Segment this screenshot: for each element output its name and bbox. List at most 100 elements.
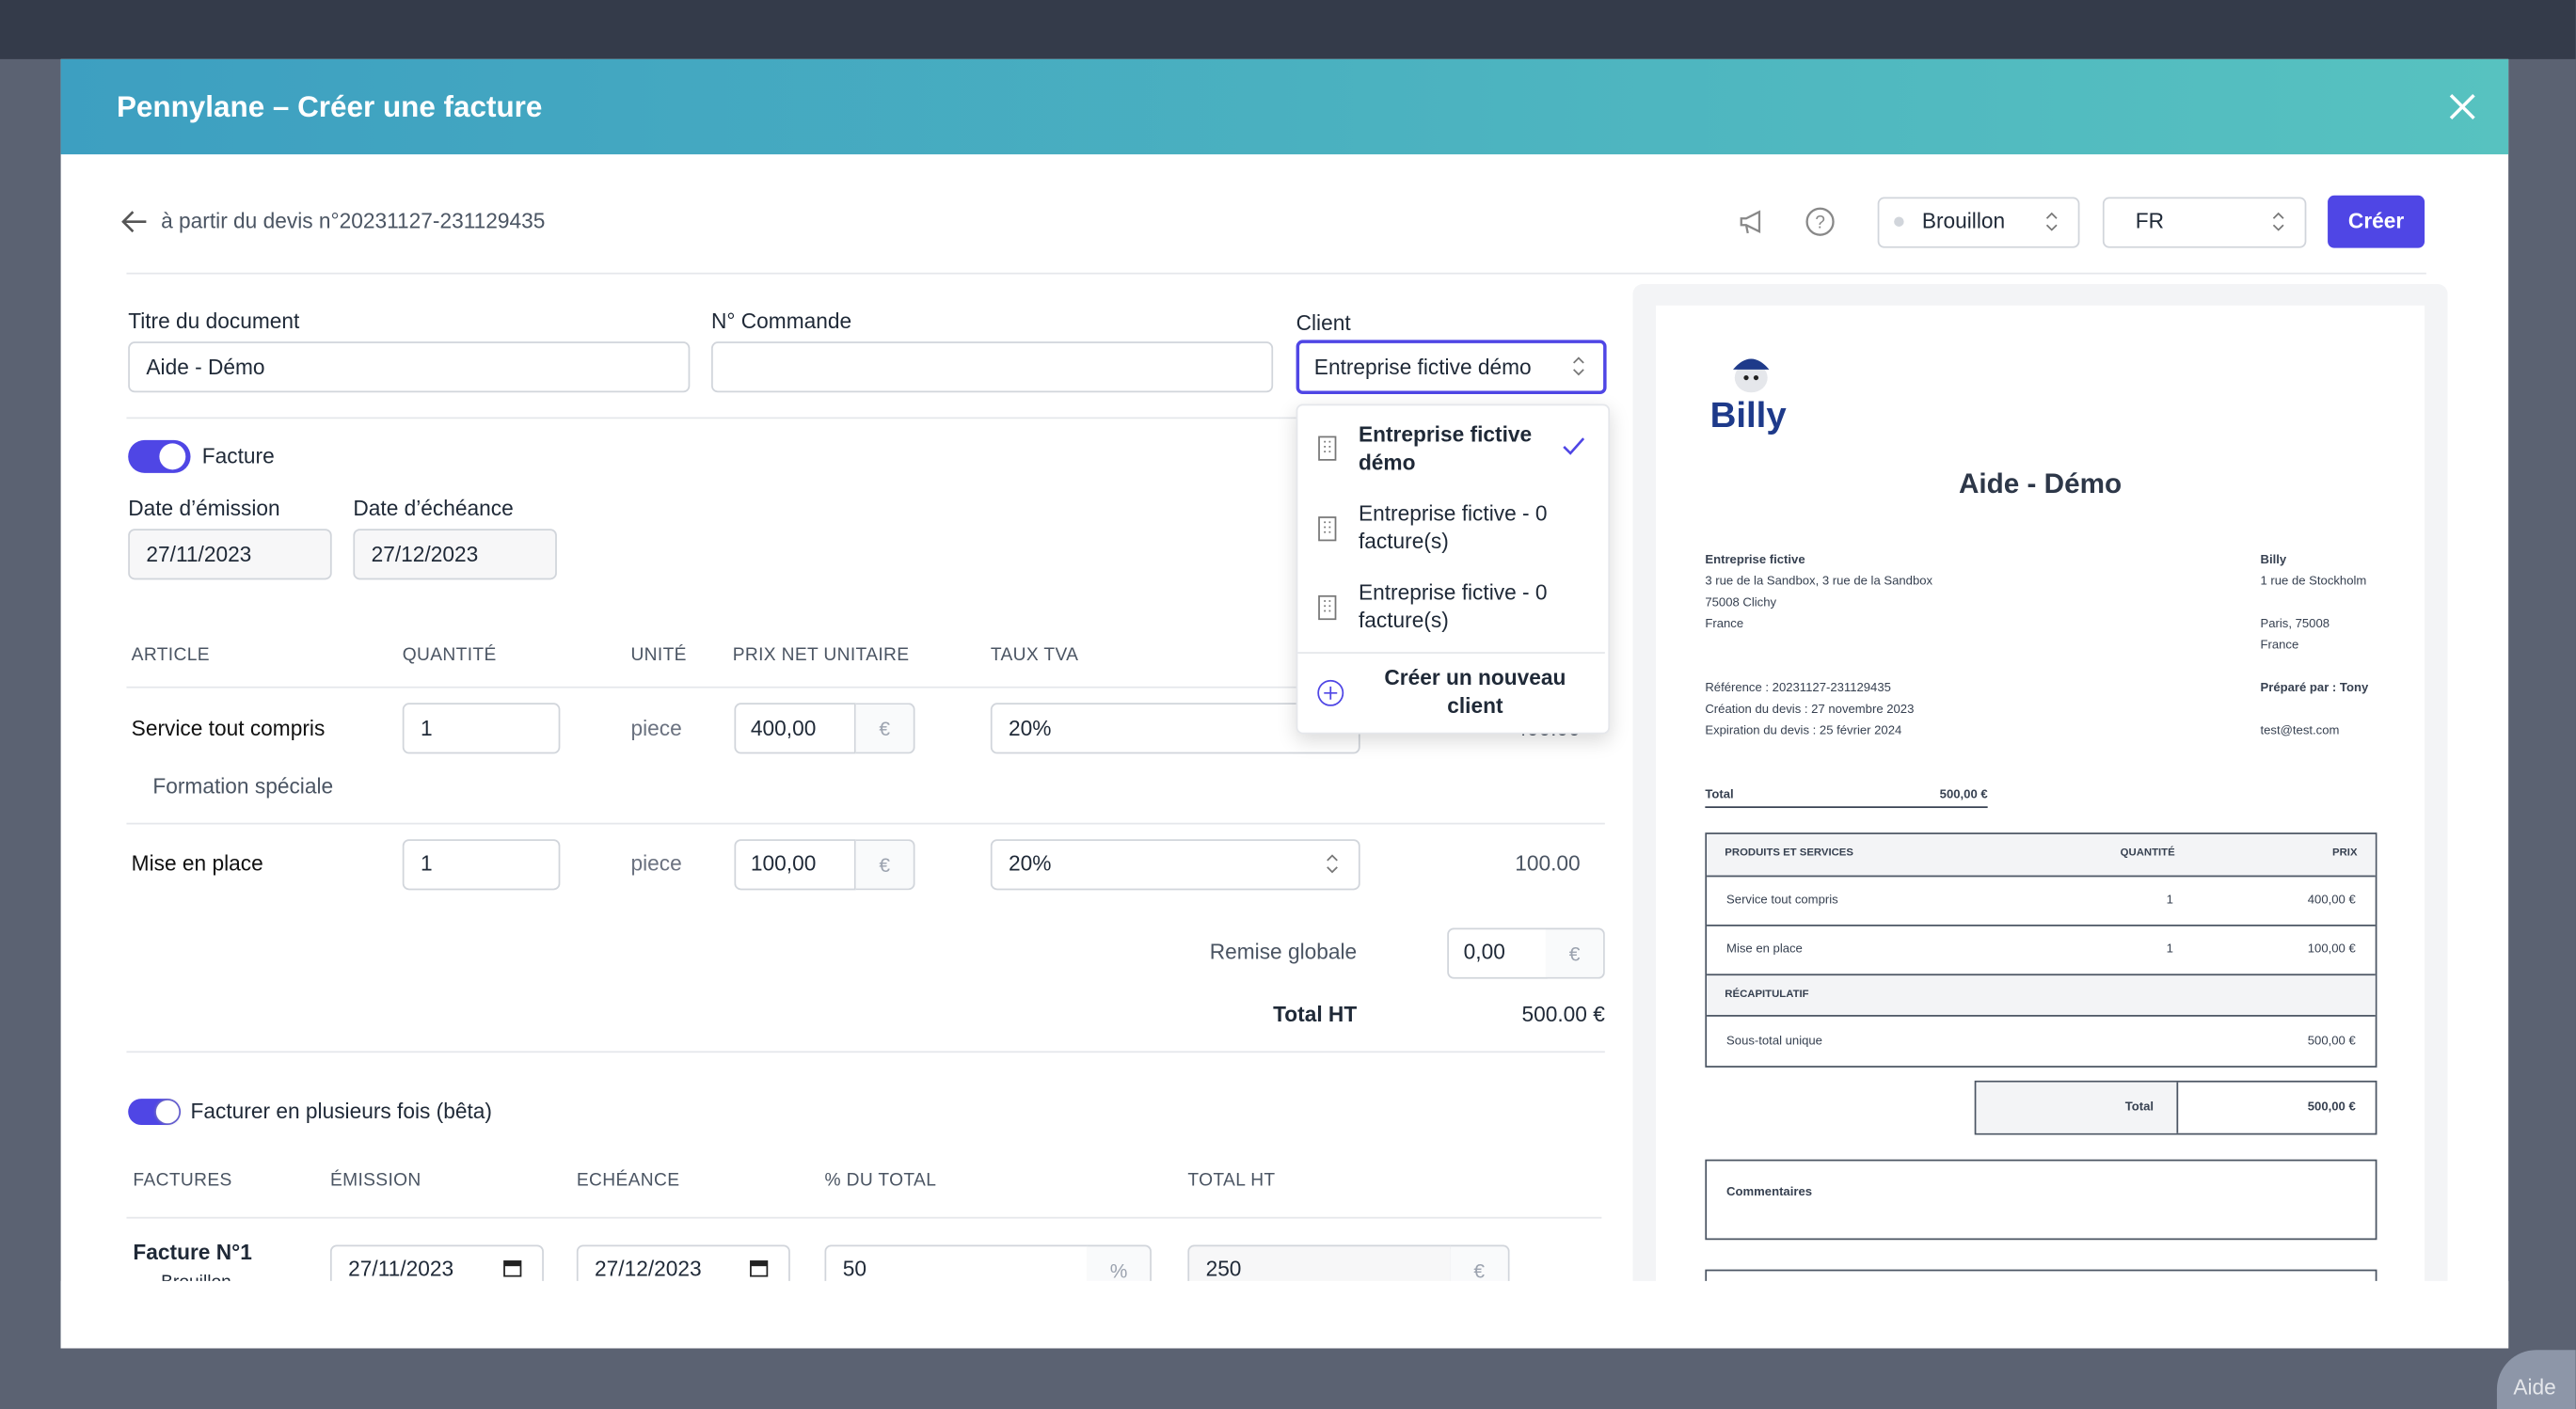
help-icon[interactable]: ? — [1805, 207, 1835, 236]
discount: 0,00 — [1463, 939, 1505, 964]
installment-total: 250 — [1205, 1256, 1242, 1281]
status-dot — [1894, 216, 1904, 227]
order-input[interactable] — [711, 341, 1274, 393]
divider — [1297, 652, 1605, 654]
quantity-input[interactable] — [402, 703, 561, 754]
check-icon — [1563, 437, 1585, 455]
select-chevrons — [1327, 854, 1338, 874]
language-value: FR — [2135, 208, 2165, 233]
comments-label: Commentaires — [1726, 1183, 1813, 1199]
close-button[interactable] — [2448, 92, 2477, 121]
column-header: ÉMISSION — [329, 1170, 421, 1191]
divider — [126, 1051, 1605, 1053]
column-header: PRIX NET UNITAIRE — [732, 645, 910, 666]
table-cell: 400,00 € — [2307, 892, 2356, 907]
client-select[interactable] — [1296, 340, 1607, 395]
line-total: 100.00 — [1515, 850, 1581, 876]
installment-issue: 27/11/2023 — [348, 1256, 454, 1281]
toggle-label: Facturer en plusieurs fois (bêta) — [190, 1099, 492, 1124]
create-button[interactable]: Créer — [2328, 195, 2425, 248]
calendar-icon[interactable] — [749, 1258, 769, 1277]
status-select[interactable] — [1877, 197, 2080, 248]
status-value: Brouillon — [1921, 208, 2006, 233]
table-cell: 1 — [2166, 941, 2173, 957]
help-label: Aide — [2513, 1374, 2556, 1400]
installment-due: 27/12/2023 — [595, 1256, 702, 1281]
divider — [126, 822, 1605, 825]
vat: 20% — [1009, 850, 1052, 876]
preview-total-label: Total — [1705, 786, 1734, 802]
field-label: Client — [1296, 309, 1351, 336]
total-value: 500.00 € — [1521, 1002, 1605, 1027]
divider — [126, 686, 1605, 689]
column-header: TOTAL HT — [1187, 1170, 1276, 1191]
column-header: ECHÉANCE — [576, 1170, 680, 1191]
logo-icon — [1733, 358, 1770, 393]
client-option[interactable]: Entreprise fictive - 0 — [1358, 500, 1548, 526]
client-value: Entreprise fictive démo — [1313, 355, 1532, 380]
installment-name: Facture N°1 — [133, 1240, 252, 1265]
divider — [126, 1216, 1602, 1219]
language-select[interactable] — [2102, 197, 2307, 248]
client-option: démo — [1358, 450, 1416, 475]
select-chevrons — [2045, 212, 2058, 231]
client-option[interactable]: Entreprise fictive — [1358, 421, 1533, 447]
email: test@test.com — [2260, 722, 2340, 737]
discount-input[interactable] — [1447, 927, 1548, 979]
summary-row — [1707, 974, 2376, 1017]
toggle-knob — [159, 443, 186, 470]
client-option[interactable]: Entreprise fictive - 0 — [1358, 579, 1548, 605]
vat-select[interactable] — [990, 839, 1360, 891]
column-header: FACTURES — [133, 1170, 232, 1191]
quantity-input[interactable] — [402, 839, 561, 891]
quantity: 1 — [420, 850, 433, 876]
grand-total-box — [1974, 1080, 2377, 1135]
prepared-by: Préparé par : Tony — [2260, 679, 2369, 695]
client-dropdown — [1296, 404, 1611, 735]
reference: Référence : 20231127-231129435 — [1705, 679, 1891, 695]
app-topbar — [0, 0, 2576, 59]
calendar-icon[interactable] — [502, 1258, 522, 1277]
vat: 20% — [1009, 716, 1052, 741]
select-chevrons — [1573, 356, 1584, 376]
subtotal: 500,00 € — [2307, 1033, 2356, 1048]
company-country: France — [2260, 637, 2299, 653]
modal-title: Pennylane – Créer une facture — [116, 90, 543, 123]
discount-label: Remise globale — [1209, 939, 1358, 964]
price-input[interactable] — [734, 839, 856, 891]
article-name: Service tout compris — [131, 716, 326, 741]
help-bubble[interactable] — [2496, 1350, 2576, 1409]
summary-label: RÉCAPITULATIF — [1725, 989, 1809, 1001]
toggle-label: Facture — [201, 443, 275, 468]
announce-icon[interactable] — [1737, 207, 1766, 236]
currency-addon: € — [855, 839, 915, 891]
table-header-cell: PRODUITS ET SERVICES — [1725, 847, 1853, 860]
table-header-cell: QUANTITÉ — [2120, 847, 2175, 860]
article-description: Formation spéciale — [152, 773, 334, 799]
title-input[interactable] — [128, 341, 691, 393]
back-arrow[interactable] — [121, 210, 148, 233]
svg-text:?: ? — [1815, 214, 1825, 233]
field-label: N° Commande — [711, 309, 852, 334]
client-country: France — [1705, 615, 1744, 631]
column-header: TAUX TVA — [990, 645, 1079, 666]
building-icon — [1318, 594, 1337, 621]
underline — [1705, 806, 1988, 809]
unit: piece — [630, 850, 682, 876]
preview-title: Aide - Démo — [1958, 467, 2123, 499]
column-header: QUANTITÉ — [402, 645, 497, 666]
due-date-input[interactable] — [353, 529, 557, 580]
price-input[interactable] — [734, 703, 856, 754]
currency-addon: € — [855, 703, 915, 754]
create-client[interactable]: Créer un nouveau — [1384, 665, 1566, 690]
issue-date-input[interactable] — [128, 529, 332, 580]
back-link[interactable]: à partir du devis n°20231127-231129435 — [161, 208, 546, 233]
company-city: Paris, 75008 — [2260, 615, 2330, 631]
price: 400,00 — [750, 716, 817, 741]
plus-icon — [1317, 679, 1344, 706]
company-name: Billy — [2260, 551, 2287, 567]
client-city: 75008 Clichy — [1705, 594, 1777, 610]
